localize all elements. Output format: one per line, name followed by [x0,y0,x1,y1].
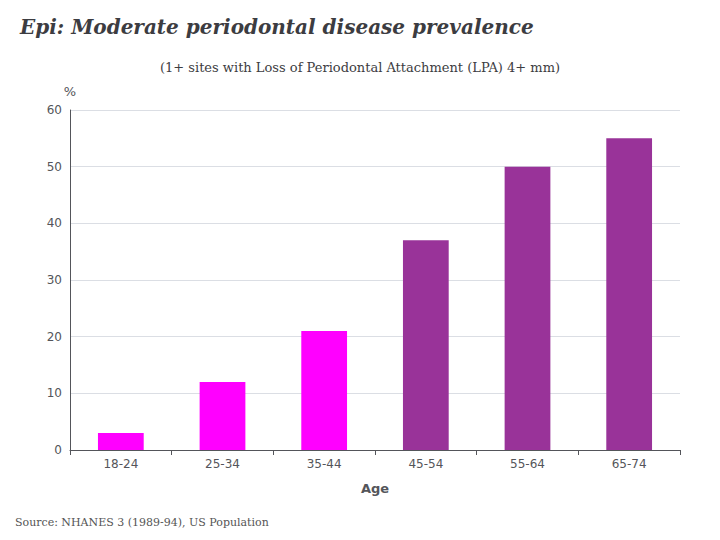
svg-text:0: 0 [54,443,62,457]
svg-text:35-44: 35-44 [307,457,342,471]
svg-text:Age: Age [361,481,389,496]
svg-text:20: 20 [47,330,62,344]
svg-text:10: 10 [47,386,62,400]
svg-text:50: 50 [47,160,62,174]
svg-text:18-24: 18-24 [103,457,138,471]
svg-text:55-64: 55-64 [510,457,545,471]
svg-text:40: 40 [47,216,62,230]
svg-text:Source: NHANES 3 (1989-94), US: Source: NHANES 3 (1989-94), US Populatio… [15,516,269,529]
svg-text:30: 30 [47,273,62,287]
svg-text:60: 60 [47,103,62,117]
svg-text:65-74: 65-74 [612,457,647,471]
svg-text:25-34: 25-34 [205,457,240,471]
svg-text:45-54: 45-54 [408,457,443,471]
svg-text:%: % [64,84,76,99]
svg-text:Epi: Moderate periodontal dise: Epi: Moderate periodontal disease preval… [19,15,534,39]
svg-text:(1+ sites with Loss of Periodo: (1+ sites with Loss of Periodontal Attac… [160,60,560,75]
